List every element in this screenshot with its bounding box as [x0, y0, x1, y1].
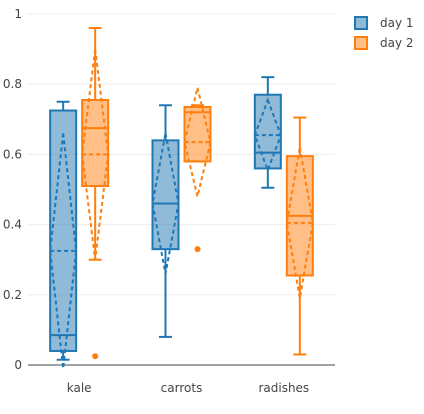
sd-diamond	[49, 133, 78, 369]
box-day-2-radishes	[285, 116, 314, 356]
legend-item-day-1[interactable]: day 1	[354, 16, 414, 30]
gridlines	[28, 13, 335, 296]
sd-diamond	[183, 87, 212, 197]
legend-label: day 2	[380, 36, 414, 50]
legend-label: day 1	[380, 16, 414, 30]
x-tick-label-carrots: carrots	[161, 381, 203, 395]
box-day-2-kale	[81, 27, 110, 360]
x-tick-label-kale: kale	[67, 381, 92, 395]
sd-diamond	[253, 97, 282, 174]
y-tick-label: 0	[14, 358, 22, 372]
legend[interactable]: day 1 day 2	[354, 16, 414, 50]
box-rect	[183, 106, 212, 163]
sd-diamond	[285, 147, 314, 299]
boxes	[49, 27, 314, 369]
sd-diamond	[151, 133, 180, 274]
outlier-point	[194, 246, 201, 253]
y-tick-label: 0.4	[3, 218, 22, 232]
legend-swatch	[354, 16, 368, 30]
box-rect	[81, 98, 110, 187]
sd-diamond	[81, 48, 110, 260]
y-tick-label: 0.6	[3, 147, 22, 161]
axes: 0 0.2 0.4 0.6 0.8 1 kale carrots radishes	[3, 7, 335, 395]
outlier-point	[92, 353, 99, 360]
box-day-1-radishes	[253, 76, 282, 189]
box-rect	[49, 109, 78, 352]
legend-swatch	[354, 36, 368, 50]
box-day-1-kale	[49, 100, 78, 369]
y-tick-label: 0.8	[3, 77, 22, 91]
y-tick-label: 1	[14, 7, 22, 21]
box-day-1-carrots	[151, 104, 180, 338]
box-day-2-carrots	[183, 87, 212, 253]
box-rect	[253, 93, 282, 170]
legend-item-day-2[interactable]: day 2	[354, 36, 414, 50]
y-tick-label: 0.2	[3, 288, 22, 302]
box-rect	[151, 139, 180, 251]
x-tick-label-radishes: radishes	[258, 381, 309, 395]
